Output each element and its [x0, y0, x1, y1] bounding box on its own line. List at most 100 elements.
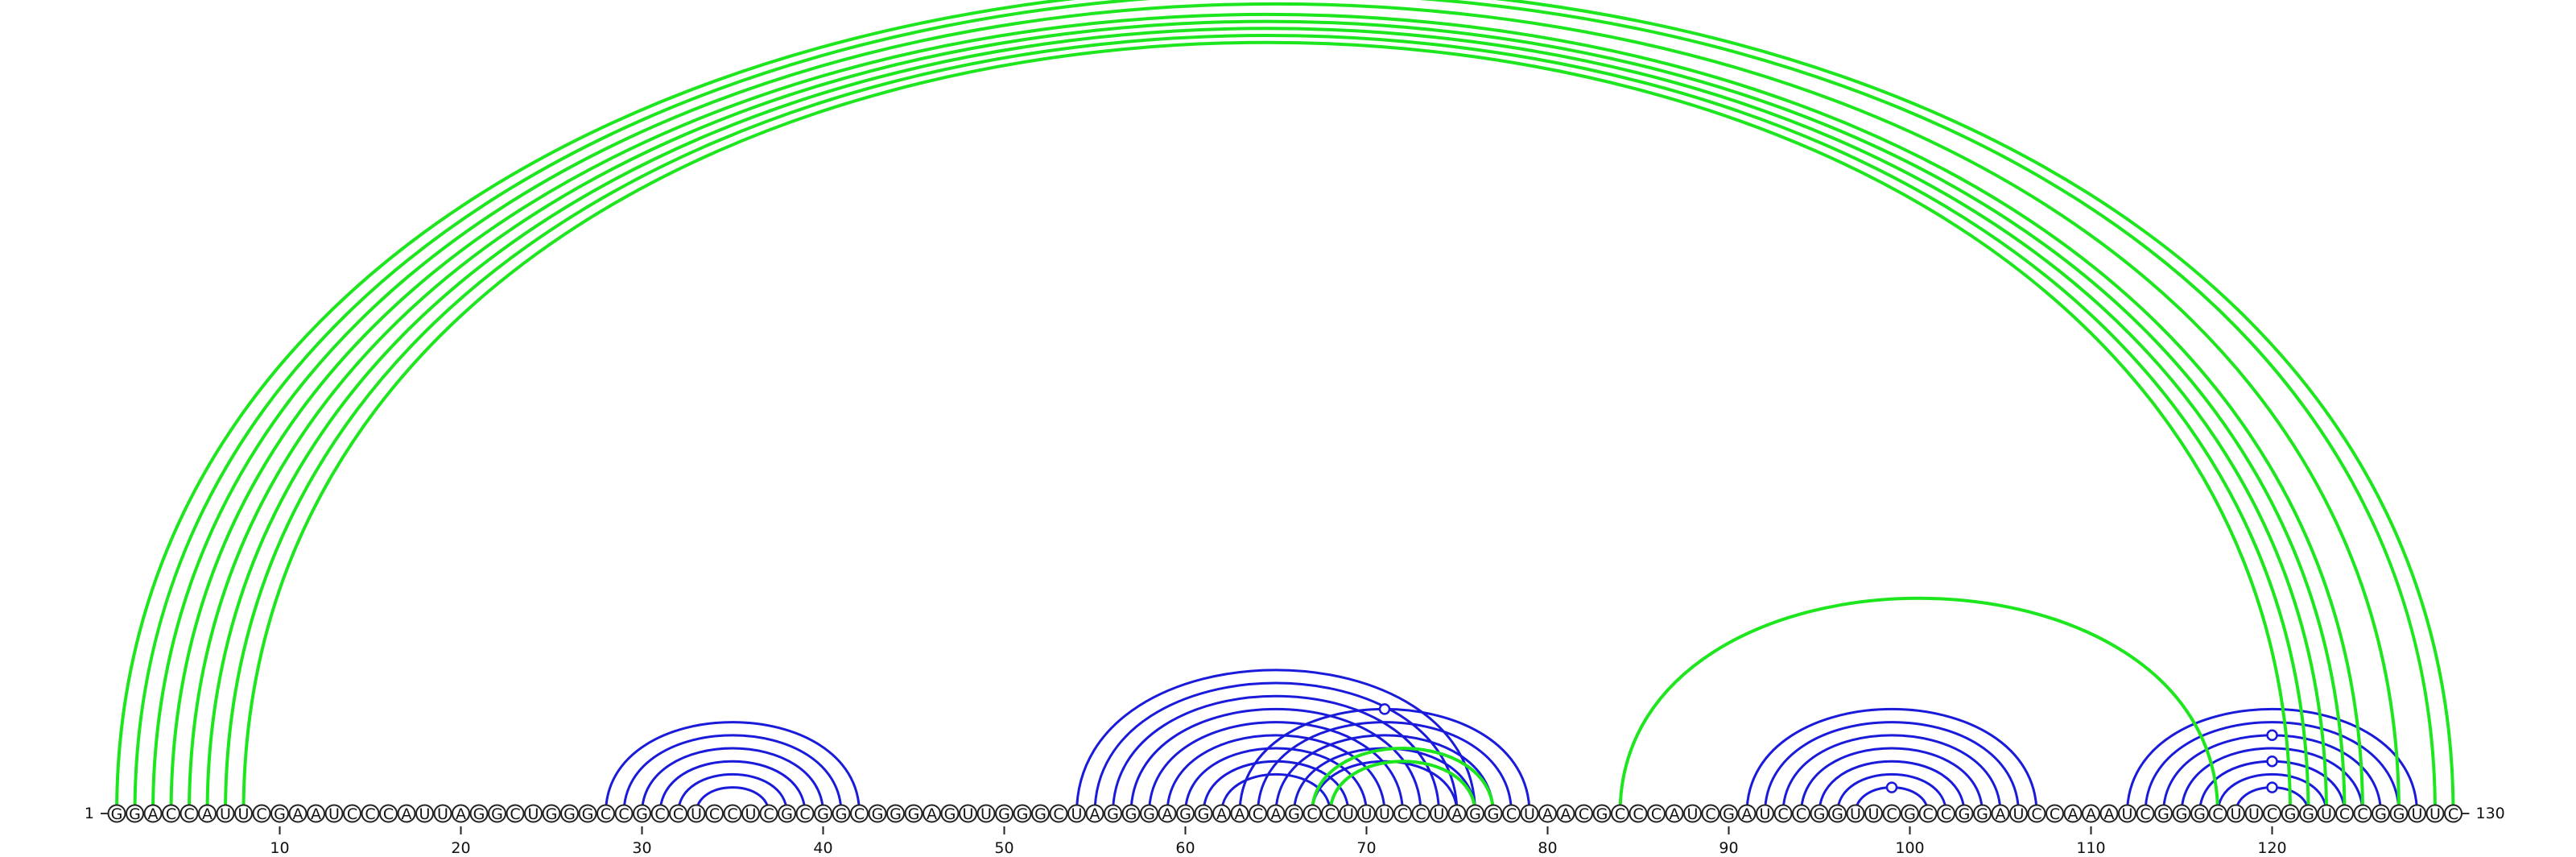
nucleotide-circle [2154, 804, 2173, 823]
nucleotide-circle [1737, 804, 1757, 823]
nucleotide-circle [2190, 804, 2209, 823]
nucleotide-letter: G [491, 805, 503, 823]
nucleotide-101: C [1918, 804, 1938, 823]
nucleotide-letter: G [473, 805, 485, 823]
nucleotide-letter: C [673, 805, 683, 823]
nucleotide-circle [795, 804, 815, 823]
nucleotide-letter: U [1760, 805, 1771, 823]
end-label: 130 [2476, 805, 2505, 822]
nucleotide-letter: U [1524, 805, 1535, 823]
nucleotide-circle [2425, 804, 2445, 823]
arc-blue-31-39 [658, 760, 807, 814]
arc-green-68-76 [1328, 760, 1477, 814]
nucleotide-72: C [1393, 804, 1412, 823]
nucleotide-96: G [1828, 804, 1847, 823]
nucleotide-circle [597, 804, 615, 823]
nucleotide-circle [578, 804, 597, 823]
nucleotide-letter: A [456, 805, 466, 823]
nucleotide-55: A [1085, 804, 1104, 823]
nucleotide-letter: C [618, 805, 629, 823]
nucleotide-circle [886, 804, 905, 823]
nucleotide-letter: G [2302, 805, 2314, 823]
nucleotide-letter: G [2375, 805, 2387, 823]
nucleotide-letter: C [2140, 805, 2150, 823]
nucleotide-letter: G [1814, 805, 1826, 823]
nucleotide-circle [1049, 804, 1068, 823]
nucleotide-77: G [1484, 804, 1503, 823]
nucleotide-127: G [2389, 804, 2409, 823]
nucleotide-circle [2227, 804, 2245, 823]
nucleotide-circle [126, 804, 144, 823]
nucleotide-letter: A [148, 805, 159, 823]
nucleotide-48: U [959, 804, 977, 823]
arc-blue-56-74 [1112, 694, 1440, 814]
nucleotide-letter: G [1959, 805, 1971, 823]
nucleotide-104: G [1973, 804, 1992, 823]
nucleotide-107: C [2027, 804, 2046, 823]
nucleotide-53: C [1049, 804, 1068, 823]
nucleotide-68: C [1321, 804, 1340, 823]
nucleotide-circle [107, 804, 126, 823]
nucleotide-letter: U [1379, 805, 1390, 823]
arc-blue-28-42 [605, 721, 861, 814]
arc-blue-94-104 [1800, 747, 1984, 814]
nucleotide-circle [1647, 804, 1666, 823]
nucleotide-40: G [814, 804, 832, 823]
nucleotide-circle [506, 804, 525, 823]
nucleotide-circle [2099, 804, 2119, 823]
nucleotide-3: A [143, 804, 163, 823]
tick-label-30: 30 [632, 839, 651, 857]
nucleotide-circle [995, 804, 1013, 823]
nucleotide-113: C [2136, 804, 2155, 823]
nucleotide-6: A [198, 804, 217, 823]
nucleotide-circle [2027, 804, 2046, 823]
arc-apex-markers [1378, 703, 2278, 793]
nucleotide-letter: U [1343, 805, 1354, 823]
nucleotide-56: G [1104, 804, 1122, 823]
nucleotide-circle [1230, 804, 1249, 823]
arc-green-2-129 [133, 0, 2437, 814]
nucleotide-circle [2317, 804, 2336, 823]
nucleotide-circle [252, 804, 271, 823]
nucleotide-circle [2299, 804, 2318, 823]
nucleotide-circle [415, 804, 434, 823]
nucleotide-letter: C [709, 805, 720, 823]
arc-blue-29-41 [622, 734, 843, 814]
nucleotide-102: C [1937, 804, 1955, 823]
nucleotide-circle [1937, 804, 1955, 823]
arc-blue-93-105 [1781, 734, 2002, 814]
nucleotide-circle [1266, 804, 1286, 823]
nucleotide-circle [633, 804, 651, 823]
nucleotide-circle [270, 804, 289, 823]
nucleotide-letter: U [1361, 805, 1373, 823]
nucleotide-circle [2408, 804, 2426, 823]
tick-label-80: 80 [1538, 839, 1557, 857]
nucleotide-29: C [614, 804, 634, 823]
nucleotide-circle [1013, 804, 1032, 823]
nucleotide-85: C [1629, 804, 1648, 823]
nucleotide-circle [1773, 804, 1793, 823]
nucleotide-121: G [2281, 804, 2300, 823]
nucleotide-111: A [2099, 804, 2119, 823]
nucleotide-letter: C [365, 805, 375, 823]
nucleotide-circle [361, 804, 380, 823]
nucleotide-circle [1973, 804, 1992, 823]
nucleotide-circle [379, 804, 398, 823]
nucleotide-23: C [506, 804, 525, 823]
arc-apex-marker-97-101 [1885, 781, 1898, 793]
nucleotide-letter: U [2248, 805, 2260, 823]
nucleotide-118: U [2227, 804, 2245, 823]
nucleotide-circle [1665, 804, 1684, 823]
nucleotide-circle [959, 804, 977, 823]
nucleotide-letter: A [1561, 805, 1571, 823]
nucleotide-letter: A [1542, 805, 1553, 823]
nucleotide-letter: G [781, 805, 793, 823]
nucleotide-100: G [1901, 804, 1919, 823]
nucleotide-letter: C [2031, 805, 2041, 823]
nucleotide-letter: C [1633, 805, 1643, 823]
nucleotide-7: U [216, 804, 235, 823]
start-label: 1 [85, 805, 94, 822]
nucleotide-letter: C [2050, 805, 2060, 823]
nucleotide-81: A [1556, 804, 1575, 823]
nucleotide-circle [433, 804, 452, 823]
